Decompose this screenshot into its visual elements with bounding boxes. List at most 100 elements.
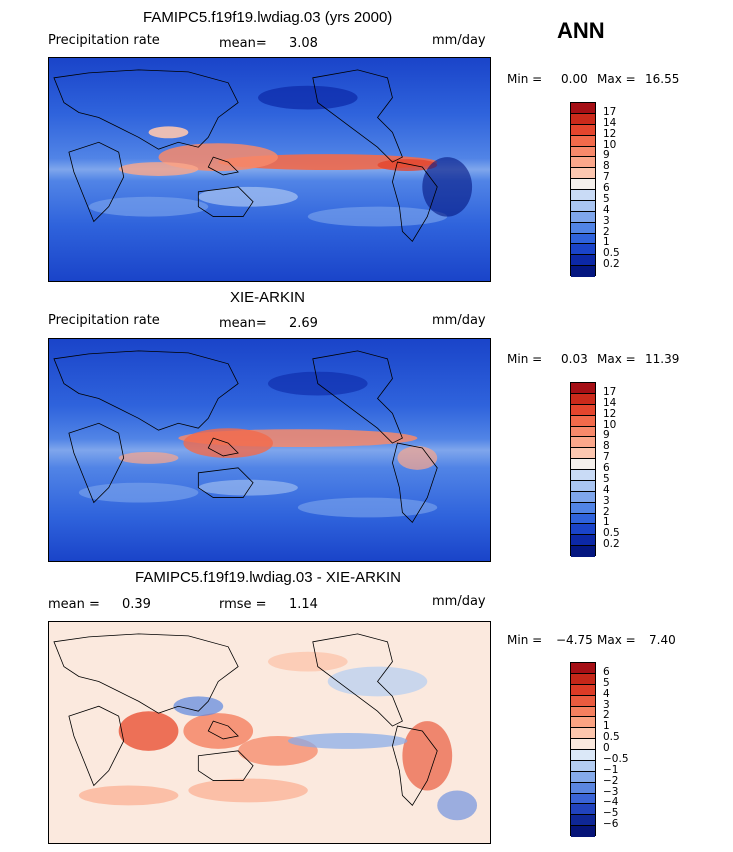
colorbar-tick-label: 2 xyxy=(603,505,610,518)
colorbar-segment xyxy=(571,804,595,816)
colorbar-tick-label: −4 xyxy=(603,796,619,809)
colorbar-tick-label: 3 xyxy=(603,494,610,507)
colorbar-segment xyxy=(571,415,595,427)
colorbar-tick-label: 17 xyxy=(603,385,617,398)
panel2-map xyxy=(48,338,491,562)
panel2-variable-label: Precipitation rate xyxy=(48,313,160,328)
colorbar-tick-label: 8 xyxy=(603,440,610,453)
colorbar-segment xyxy=(571,200,595,212)
panel1-map xyxy=(48,57,491,282)
colorbar-segment xyxy=(571,524,595,536)
colorbar-segment xyxy=(571,211,595,223)
colorbar-segment xyxy=(571,244,595,256)
panel1-variable-label: Precipitation rate xyxy=(48,33,160,48)
colorbar-segment xyxy=(571,146,595,158)
panel3-min-value: −4.75 xyxy=(556,633,593,647)
colorbar-segment xyxy=(571,663,595,674)
panel2-mean-label: mean= xyxy=(219,316,267,331)
colorbar-tick-label: 5 xyxy=(603,676,610,689)
colorbar-segment xyxy=(571,426,595,438)
panel1-units: mm/day xyxy=(432,33,486,48)
colorbar-tick-label: 3 xyxy=(603,214,610,227)
colorbar-segment xyxy=(571,793,595,805)
colorbar-tick-label: 3 xyxy=(603,698,610,711)
panel3-mean-value: 0.39 xyxy=(122,597,151,612)
colorbar-segment xyxy=(571,157,595,169)
colorbar-segment xyxy=(571,728,595,740)
panel3-colorbar xyxy=(570,662,596,837)
panel2-units: mm/day xyxy=(432,313,486,328)
colorbar-tick-label: 10 xyxy=(603,138,617,151)
colorbar-segment xyxy=(571,437,595,449)
colorbar-tick-label: 7 xyxy=(603,451,610,464)
colorbar-segment xyxy=(571,383,595,394)
colorbar-segment xyxy=(571,255,595,267)
panel3-units: mm/day xyxy=(432,594,486,609)
colorbar-tick-label: 0.2 xyxy=(603,258,620,271)
colorbar-tick-label: 4 xyxy=(603,687,610,700)
colorbar-tick-label: 1 xyxy=(603,720,610,733)
colorbar-tick-label: 7 xyxy=(603,171,610,184)
panel1-max-label: Max = xyxy=(597,72,636,86)
colorbar-segment xyxy=(571,124,595,136)
colorbar-segment xyxy=(571,673,595,685)
colorbar-tick-label: 12 xyxy=(603,127,617,140)
colorbar-segment xyxy=(571,513,595,525)
colorbar-tick-label: 8 xyxy=(603,160,610,173)
colorbar-tick-label: 4 xyxy=(603,203,610,216)
panel2-precip-field xyxy=(49,339,490,561)
panel3-rmse-label: rmse = xyxy=(219,597,267,612)
colorbar-segment xyxy=(571,535,595,547)
colorbar-segment xyxy=(571,459,595,470)
panel1-colorbar xyxy=(570,102,596,277)
colorbar-tick-label: 0 xyxy=(603,742,610,754)
colorbar-tick-label: 2 xyxy=(603,709,610,722)
colorbar-segment xyxy=(571,404,595,416)
colorbar-tick-label: 0.2 xyxy=(603,538,620,551)
colorbar-tick-label: 2 xyxy=(603,225,610,238)
colorbar-tick-label: 14 xyxy=(603,396,617,409)
panel3-max-label: Max = xyxy=(597,633,636,647)
colorbar-segment xyxy=(571,684,595,696)
colorbar-tick-label: −2 xyxy=(603,774,619,787)
colorbar-segment xyxy=(571,502,595,514)
colorbar-segment xyxy=(571,739,595,750)
panel3-min-label: Min = xyxy=(507,633,543,647)
colorbar-tick-label: −1 xyxy=(603,763,619,776)
panel2-colorbar xyxy=(570,382,596,557)
colorbar-tick-label: 0.5 xyxy=(603,527,620,540)
colorbar-tick-label: 5 xyxy=(603,472,610,485)
colorbar-segment xyxy=(571,491,595,503)
panel1-min-value: 0.00 xyxy=(561,72,588,86)
colorbar-segment xyxy=(571,480,595,492)
colorbar-tick-label: 6 xyxy=(603,182,610,194)
colorbar-segment xyxy=(571,782,595,794)
colorbar-segment xyxy=(571,266,595,277)
panel2-max-label: Max = xyxy=(597,352,636,366)
panel1-precip-field xyxy=(49,58,490,281)
colorbar-tick-label: 0.5 xyxy=(603,731,620,744)
colorbar-segment xyxy=(571,546,595,557)
panel3-max-value: 7.40 xyxy=(649,633,676,647)
colorbar-tick-label: 17 xyxy=(603,105,617,118)
colorbar-tick-label: 5 xyxy=(603,192,610,205)
colorbar-segment xyxy=(571,448,595,460)
colorbar-tick-label: 1 xyxy=(603,516,610,529)
colorbar-segment xyxy=(571,135,595,147)
panel2-min-label: Min = xyxy=(507,352,543,366)
colorbar-segment xyxy=(571,815,595,827)
colorbar-tick-label: −6 xyxy=(603,818,619,831)
colorbar-tick-label: −5 xyxy=(603,807,619,820)
colorbar-segment xyxy=(571,717,595,729)
colorbar-tick-label: −3 xyxy=(603,785,619,798)
colorbar-segment xyxy=(571,771,595,783)
colorbar-segment xyxy=(571,393,595,405)
panel3-title: FAMIPC5.f19f19.lwdiag.03 - XIE-ARKIN xyxy=(135,569,401,586)
panel1-mean-value: 3.08 xyxy=(289,36,318,51)
colorbar-tick-label: −0.5 xyxy=(603,752,629,765)
colorbar-segment xyxy=(571,706,595,718)
colorbar-segment xyxy=(571,113,595,125)
colorbar-segment xyxy=(571,190,595,201)
colorbar-tick-label: 6 xyxy=(603,462,610,474)
colorbar-segment xyxy=(571,750,595,761)
